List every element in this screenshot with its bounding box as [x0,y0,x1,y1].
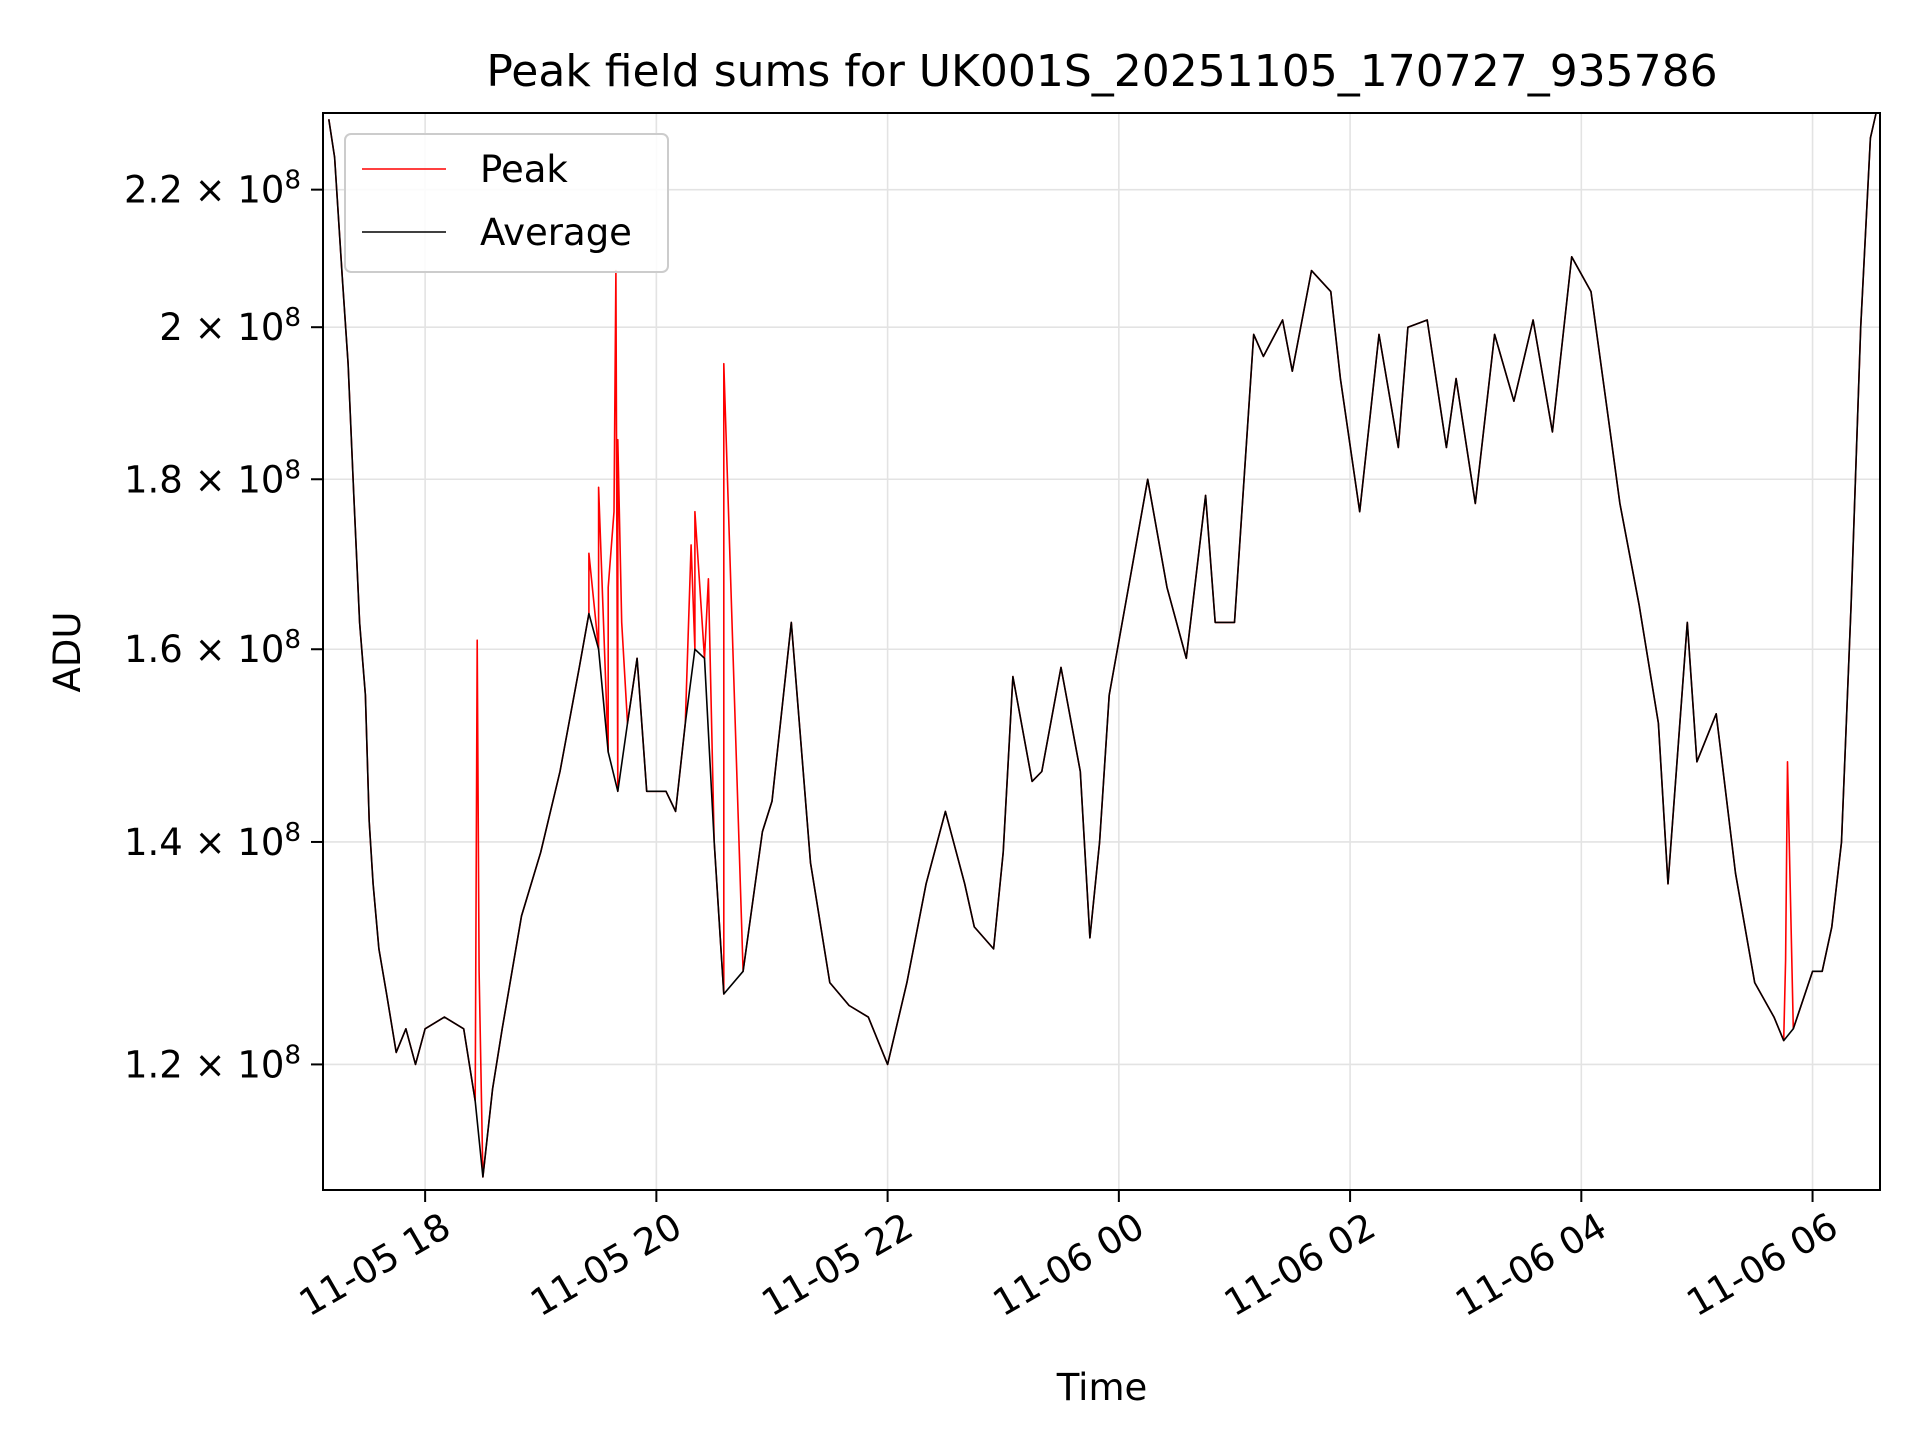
legend: Peak Average [344,133,669,273]
y-axis-label: ADU [46,612,89,693]
y-tick-label: 1.6 × 108 [124,625,301,671]
y-tick-label: 1.2 × 108 [124,1040,301,1086]
y-tick-label: 2 × 108 [159,303,301,349]
y-axis: 1.2 × 108 1.4 × 108 1.6 × 108 1.8 × 108 2 × … [124,166,323,1086]
legend-label-peak: Peak [480,148,568,191]
chart-title: Peak field sums for UK001S_20251105_1707… [486,46,1717,97]
legend-label-average: Average [480,211,632,254]
y-tick-label: 1.4 × 108 [124,818,301,864]
plot-lines [328,112,1877,1178]
series-line-average [328,112,1877,1178]
grid [323,113,1880,1190]
x-axis-label: Time [1056,1366,1148,1409]
y-tick-label: 1.8 × 108 [124,455,301,501]
y-tick-label: 2.2 × 108 [124,166,301,212]
plot-area-frame [322,112,1881,1191]
